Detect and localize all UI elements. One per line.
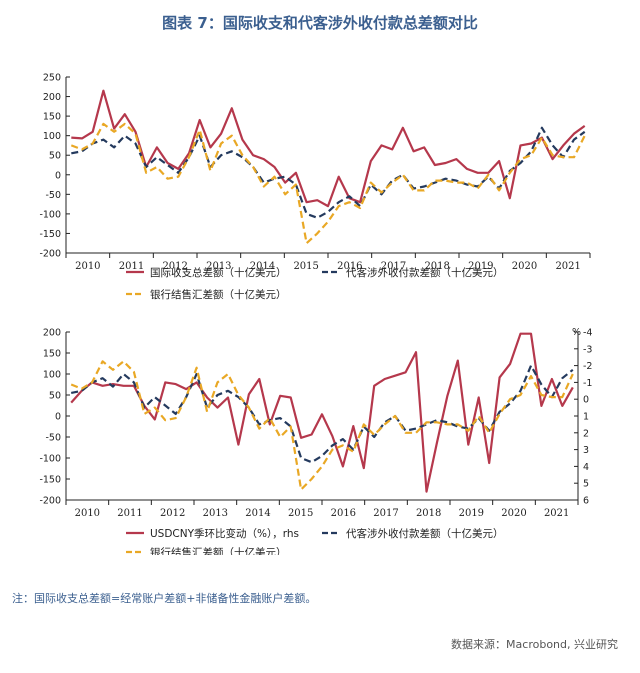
x-tick-label: 2015 bbox=[293, 261, 318, 272]
x-tick-label: 2017 bbox=[381, 261, 406, 272]
legend-label-1: 国际收支总差额（十亿美元） bbox=[150, 266, 287, 279]
y-tick-label: 150 bbox=[43, 112, 61, 123]
chart-title: 图表 7：国际收支和代客涉外收付款总差额对比 bbox=[162, 14, 478, 32]
legend-label-2: 代客涉外收付款差额（十亿美元） bbox=[346, 266, 504, 279]
y2-unit-label: % bbox=[572, 327, 581, 338]
x-tick-label: 2021 bbox=[544, 508, 569, 519]
x-tick-label: 2012 bbox=[162, 261, 187, 272]
y2-tick-label: 2 bbox=[583, 428, 589, 439]
x-tick-label: 2016 bbox=[331, 508, 356, 519]
y2-tick-label: 5 bbox=[583, 479, 589, 490]
series-line-1 bbox=[70, 332, 574, 493]
y2-tick-label: -4 bbox=[583, 328, 592, 339]
y-tick-label: -50 bbox=[45, 433, 61, 444]
y2-tick-label: -1 bbox=[583, 378, 592, 389]
y-tick-label: 100 bbox=[43, 131, 61, 142]
x-tick-label: 2011 bbox=[117, 508, 142, 519]
y-tick-label: -150 bbox=[39, 475, 61, 486]
x-tick-label: 2020 bbox=[501, 508, 526, 519]
x-tick-label: 2011 bbox=[119, 261, 144, 272]
y-tick-label: -200 bbox=[39, 496, 61, 507]
y2-tick-label: 3 bbox=[583, 445, 589, 456]
legend-label-3: 银行结售汇差额（十亿美元） bbox=[150, 288, 287, 301]
y2-tick-label: 4 bbox=[583, 462, 589, 473]
x-tick-label: 2021 bbox=[555, 261, 580, 272]
x-tick-label: 2020 bbox=[512, 261, 537, 272]
x-tick-label: 2019 bbox=[468, 261, 493, 272]
y-tick-label: -150 bbox=[39, 229, 61, 240]
y-tick-label: -50 bbox=[45, 190, 61, 201]
chart-2: 200 150 100 50 0 -50 -100 -150 -200 -4 -3 -2 -1 0 1 2 3 4… bbox=[39, 327, 592, 555]
footnote: 注：国际收支总差额=经常账户差额+非储备性金融账户差额。 bbox=[12, 592, 317, 605]
x-tick-label: 2016 bbox=[337, 261, 362, 272]
x-tick-label: 2012 bbox=[160, 508, 185, 519]
x-tick-label: 2014 bbox=[245, 508, 270, 519]
legend-label-2: 代客涉外收付款差额（十亿美元） bbox=[346, 527, 504, 540]
y-tick-label: 50 bbox=[49, 391, 61, 402]
legend-label-3: 银行结售汇差额（十亿美元） bbox=[150, 546, 287, 555]
series-line-3 bbox=[70, 360, 574, 491]
chart-1: 250 200 150 100 50 0 -50 -100 -150 -200 2010 2011 20… bbox=[39, 73, 591, 301]
y-tick-label: 0 bbox=[55, 170, 61, 181]
y-tick-label: 200 bbox=[43, 92, 61, 103]
y2-tick-label: 1 bbox=[583, 412, 589, 423]
y2-tick-label: 6 bbox=[583, 496, 589, 507]
y-tick-label: 0 bbox=[55, 412, 61, 423]
x-tick-label: 2010 bbox=[75, 508, 100, 519]
y-tick-label: 150 bbox=[43, 349, 61, 360]
y-tick-label: 250 bbox=[43, 73, 61, 84]
y-tick-label: -100 bbox=[39, 209, 61, 220]
y2-tick-label: -3 bbox=[583, 344, 592, 355]
x-tick-label: 2018 bbox=[416, 508, 441, 519]
y-tick-label: 100 bbox=[43, 370, 61, 381]
legend-label-1: USDCNY季环比变动（%），rhs bbox=[150, 527, 299, 540]
x-tick-label: 2010 bbox=[75, 261, 100, 272]
y2-tick-label: 0 bbox=[583, 395, 589, 406]
x-tick-label: 2014 bbox=[250, 261, 275, 272]
x-tick-label: 2017 bbox=[373, 508, 398, 519]
source-text: 数据来源：Macrobond, 兴业研究 bbox=[451, 638, 618, 651]
x-tick-label: 2018 bbox=[424, 261, 449, 272]
series-line-3 bbox=[70, 122, 586, 245]
y-tick-label: 200 bbox=[43, 328, 61, 339]
y-tick-label: 50 bbox=[49, 151, 61, 162]
series-line-2 bbox=[70, 364, 574, 464]
x-tick-label: 2019 bbox=[459, 508, 484, 519]
y-tick-label: -200 bbox=[39, 249, 61, 260]
y-tick-label: -100 bbox=[39, 454, 61, 465]
x-tick-label: 2015 bbox=[288, 508, 313, 519]
series-line-1 bbox=[71, 89, 586, 208]
x-tick-label: 2013 bbox=[206, 261, 231, 272]
y2-tick-label: -2 bbox=[583, 361, 592, 372]
x-tick-label: 2013 bbox=[203, 508, 228, 519]
